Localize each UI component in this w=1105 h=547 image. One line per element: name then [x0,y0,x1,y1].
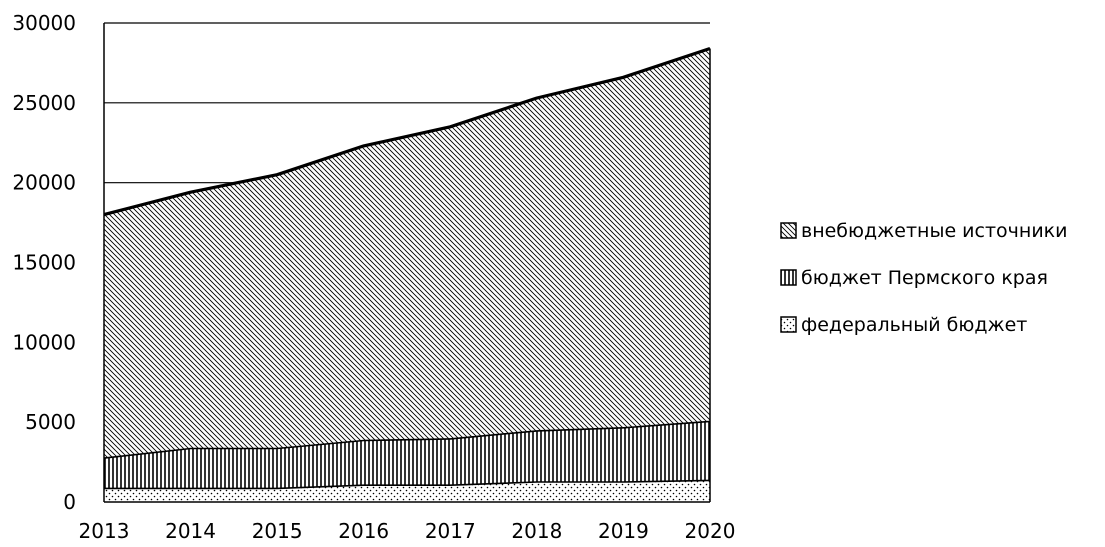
y-axis-tick-labels: 0 5000 10000 15000 20000 25000 30000 [12,11,76,514]
y-tick-label: 10000 [12,330,76,354]
x-tick-label: 2019 [598,519,649,543]
x-tick-label: 2017 [425,519,476,543]
series-top-line-внебюджетные-источники [103,46,711,217]
series-area-федеральный-бюджет [104,479,710,502]
legend-swatch-федеральный-бюджет [780,316,797,333]
legend: внебюджетные источники бюджет Пермского к… [780,220,1068,336]
y-tick-label: 30000 [12,11,76,35]
x-tick-label: 2015 [252,519,303,543]
y-tick-label: 25000 [12,91,76,115]
x-axis-tick-labels: 2013 2014 2015 2016 2017 2018 2019 2020 [79,519,736,543]
x-tick-label: 2016 [338,519,389,543]
axes [103,23,711,503]
x-tick-label: 2018 [511,519,562,543]
y-tick-label: 20000 [12,171,76,195]
legend-label-бюджет-пермского-края: бюджет Пермского края [801,267,1048,289]
series-area-внебюджетные-источники [104,48,710,458]
y-tick-label: 5000 [25,410,76,434]
x-tick-label: 2014 [165,519,216,543]
plot-area [103,46,711,502]
series-area-бюджет-пермского-края [104,420,710,488]
y-tick-label: 0 [63,490,76,514]
x-tick-label: 2013 [79,519,130,543]
y-tick-label: 15000 [12,251,76,275]
legend-swatch-бюджет-пермского-края [780,269,797,286]
legend-label-внебюджетные-источники: внебюджетные источники [801,220,1068,242]
legend-label-федеральный-бюджет: федеральный бюджет [801,314,1027,336]
legend-swatch-внебюджетные-источники [780,222,797,239]
x-tick-label: 2020 [685,519,736,543]
